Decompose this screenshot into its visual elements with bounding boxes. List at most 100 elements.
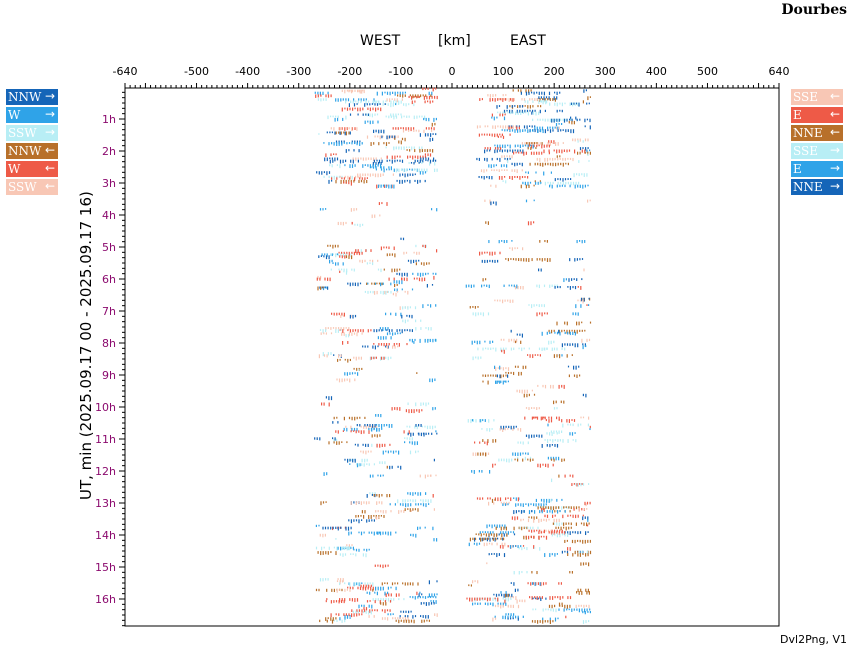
echo-point bbox=[547, 126, 549, 130]
echo-point bbox=[486, 259, 488, 263]
echo-point bbox=[340, 127, 343, 130]
echo-point bbox=[471, 597, 473, 602]
echo-point bbox=[412, 533, 414, 537]
echo-point bbox=[402, 94, 404, 98]
echo-point bbox=[533, 91, 535, 95]
echo-point bbox=[481, 133, 483, 136]
echo-point bbox=[543, 503, 545, 507]
echo-point bbox=[405, 503, 407, 508]
echo-point bbox=[549, 157, 551, 161]
echo-point bbox=[346, 372, 348, 376]
echo-point bbox=[379, 103, 381, 105]
echo-point bbox=[352, 157, 354, 161]
echo-point bbox=[346, 378, 348, 381]
echo-point bbox=[381, 494, 383, 497]
echo-point bbox=[344, 127, 346, 131]
echo-point bbox=[572, 331, 574, 335]
echo-point bbox=[576, 329, 578, 334]
echo-point bbox=[433, 157, 435, 162]
echo-point bbox=[360, 515, 362, 517]
echo-point bbox=[419, 474, 421, 478]
echo-point bbox=[404, 329, 406, 332]
echo-point bbox=[388, 424, 390, 428]
echo-point bbox=[413, 251, 415, 254]
echo-point bbox=[488, 240, 490, 244]
echo-point bbox=[336, 177, 338, 180]
echo-point bbox=[578, 365, 580, 368]
echo-point bbox=[417, 179, 419, 184]
echo-point bbox=[500, 458, 503, 462]
echo-point bbox=[567, 181, 569, 185]
echo-point bbox=[347, 282, 349, 285]
legend-item-east-1: E ← bbox=[791, 107, 843, 123]
echo-point bbox=[494, 149, 496, 154]
echo-point bbox=[582, 620, 585, 624]
echo-point bbox=[511, 155, 513, 159]
echo-point bbox=[501, 169, 503, 171]
echo-point bbox=[539, 240, 541, 243]
echo-point bbox=[412, 94, 414, 99]
echo-point bbox=[337, 98, 339, 102]
echo-point bbox=[523, 258, 525, 262]
x-tick-label: 400 bbox=[646, 65, 667, 78]
echo-point bbox=[503, 349, 505, 354]
echo-point bbox=[559, 178, 561, 181]
echo-point bbox=[547, 620, 549, 623]
echo-point bbox=[408, 430, 410, 434]
echo-point bbox=[554, 604, 556, 608]
echo-point bbox=[345, 221, 347, 225]
echo-point bbox=[325, 617, 327, 621]
echo-point bbox=[553, 96, 555, 101]
echo-point bbox=[481, 176, 483, 179]
echo-point bbox=[580, 562, 582, 566]
echo-point bbox=[570, 129, 572, 134]
echo-point bbox=[408, 146, 410, 149]
echo-point bbox=[339, 164, 341, 169]
echo-point bbox=[423, 619, 425, 623]
echo-point bbox=[509, 105, 511, 108]
echo-point bbox=[403, 598, 405, 601]
echo-point bbox=[584, 539, 586, 544]
echo-point bbox=[422, 272, 424, 277]
echo-point bbox=[351, 127, 353, 132]
echo-point bbox=[388, 246, 390, 250]
echo-point bbox=[335, 430, 337, 433]
echo-point bbox=[422, 615, 424, 618]
echo-point bbox=[355, 610, 357, 614]
echo-point bbox=[403, 251, 405, 255]
echo-point bbox=[337, 546, 339, 550]
echo-point bbox=[569, 474, 571, 477]
echo-point bbox=[475, 419, 477, 423]
echo-point bbox=[417, 582, 419, 586]
echo-point bbox=[341, 140, 343, 144]
echo-point bbox=[559, 91, 561, 94]
echo-point bbox=[317, 98, 319, 101]
echo-point bbox=[498, 176, 501, 180]
echo-point bbox=[415, 424, 417, 427]
echo-point bbox=[554, 439, 556, 442]
echo-point bbox=[483, 133, 486, 136]
echo-point bbox=[581, 591, 583, 595]
echo-point bbox=[571, 278, 573, 281]
echo-point bbox=[368, 425, 370, 430]
echo-point bbox=[395, 115, 398, 119]
x-tick-label: 300 bbox=[595, 65, 616, 78]
echo-point bbox=[343, 427, 345, 431]
echo-point bbox=[580, 423, 582, 426]
echo-point bbox=[339, 358, 341, 361]
y-tick-label: 13h bbox=[95, 497, 116, 510]
echo-point bbox=[434, 613, 436, 617]
echo-point bbox=[330, 127, 332, 130]
echo-point bbox=[472, 312, 474, 316]
echo-point bbox=[507, 503, 509, 506]
echo-point bbox=[435, 117, 437, 121]
echo-point bbox=[531, 98, 533, 101]
echo-point bbox=[348, 149, 350, 152]
echo-point bbox=[364, 424, 366, 427]
echo-point bbox=[528, 258, 530, 262]
echo-point bbox=[356, 416, 358, 420]
echo-point bbox=[333, 619, 335, 622]
echo-point bbox=[504, 524, 506, 529]
echo-point bbox=[503, 501, 505, 505]
echo-point bbox=[576, 258, 578, 261]
